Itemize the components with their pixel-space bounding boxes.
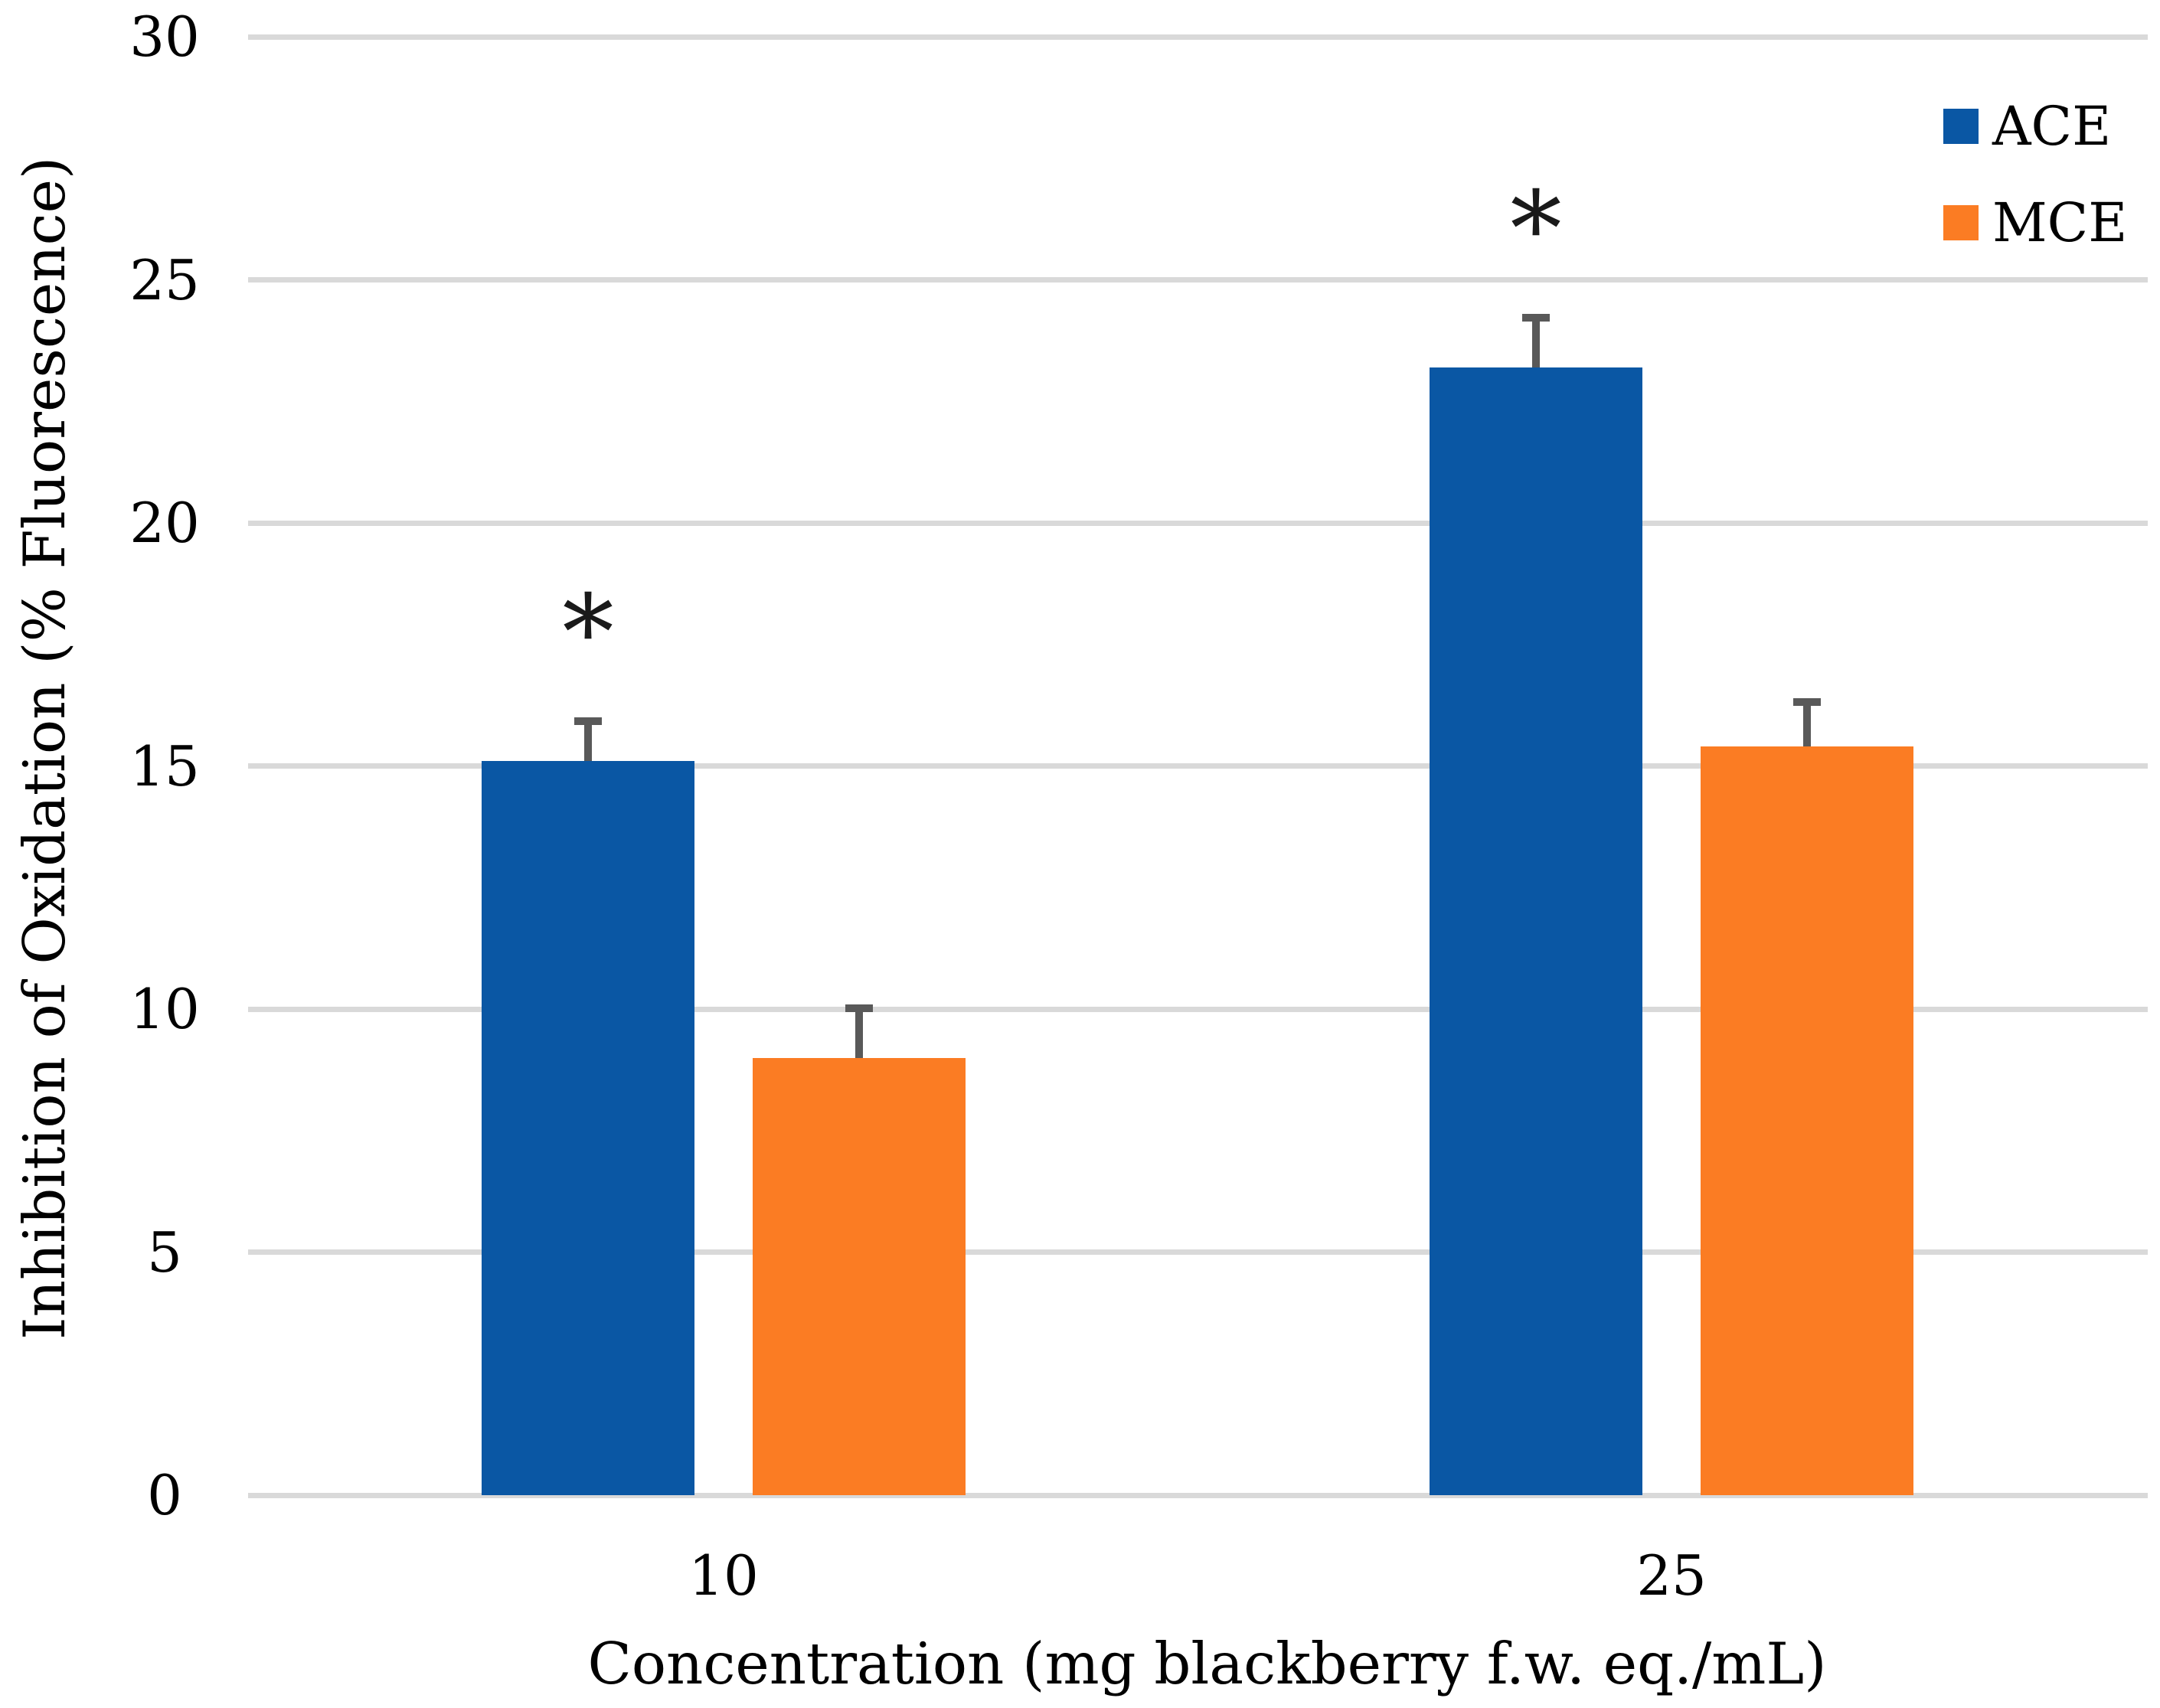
bar-ace-10 xyxy=(482,761,694,1495)
significance-asterisk-ace-25: * xyxy=(1510,169,1562,289)
y-tick-label-15: 15 xyxy=(129,733,200,798)
x-axis-title: Concentration (mg blackberry f.w. eq./mL… xyxy=(587,1630,1827,1697)
y-tick-10 xyxy=(248,1007,266,1012)
error-bar-ace-10 xyxy=(584,717,592,761)
y-axis-title: Inhibition of Oxidation (% Fluorescence) xyxy=(11,156,78,1340)
error-bar-cap-ace-10 xyxy=(574,717,602,725)
y-tick-20 xyxy=(248,521,266,526)
x-tick-label-10: 10 xyxy=(688,1543,759,1608)
error-bar-mce-25 xyxy=(1803,698,1811,746)
gridline-5 xyxy=(266,1249,2148,1255)
legend-label-ace: ACE xyxy=(1992,95,2112,158)
y-tick-0 xyxy=(248,1493,266,1498)
y-tick-label-30: 30 xyxy=(129,5,200,69)
legend-item-ace: ACE xyxy=(1943,100,2127,153)
gridline-0 xyxy=(266,1493,2148,1498)
bar-ace-25 xyxy=(1430,367,1642,1495)
y-tick-label-0: 0 xyxy=(147,1463,182,1527)
x-tick-label-25: 25 xyxy=(1636,1543,1707,1608)
legend-label-mce: MCE xyxy=(1992,191,2128,254)
gridline-15 xyxy=(266,763,2148,769)
legend-swatch-mce xyxy=(1943,205,1979,240)
bar-mce-10 xyxy=(753,1058,966,1495)
bar-mce-25 xyxy=(1701,746,1913,1495)
y-tick-label-25: 25 xyxy=(129,247,200,312)
y-tick-30 xyxy=(248,34,266,40)
gridline-10 xyxy=(266,1007,2148,1012)
y-tick-25 xyxy=(248,277,266,282)
significance-asterisk-ace-10: * xyxy=(562,573,614,693)
error-bar-mce-10 xyxy=(855,1004,863,1058)
legend: ACE MCE xyxy=(1943,100,2127,292)
error-bar-cap-mce-25 xyxy=(1793,698,1821,706)
gridline-25 xyxy=(266,277,2148,282)
y-tick-label-20: 20 xyxy=(129,491,200,555)
y-tick-5 xyxy=(248,1249,266,1255)
gridline-20 xyxy=(266,521,2148,526)
error-bar-ace-25 xyxy=(1532,314,1540,367)
legend-item-mce: MCE xyxy=(1943,196,2127,250)
y-tick-15 xyxy=(248,763,266,769)
y-tick-label-10: 10 xyxy=(129,977,200,1041)
gridline-30 xyxy=(266,34,2148,40)
y-tick-label-5: 5 xyxy=(147,1220,182,1285)
error-bar-cap-ace-25 xyxy=(1522,314,1550,322)
error-bar-cap-mce-10 xyxy=(845,1004,873,1012)
legend-swatch-ace xyxy=(1943,109,1979,144)
